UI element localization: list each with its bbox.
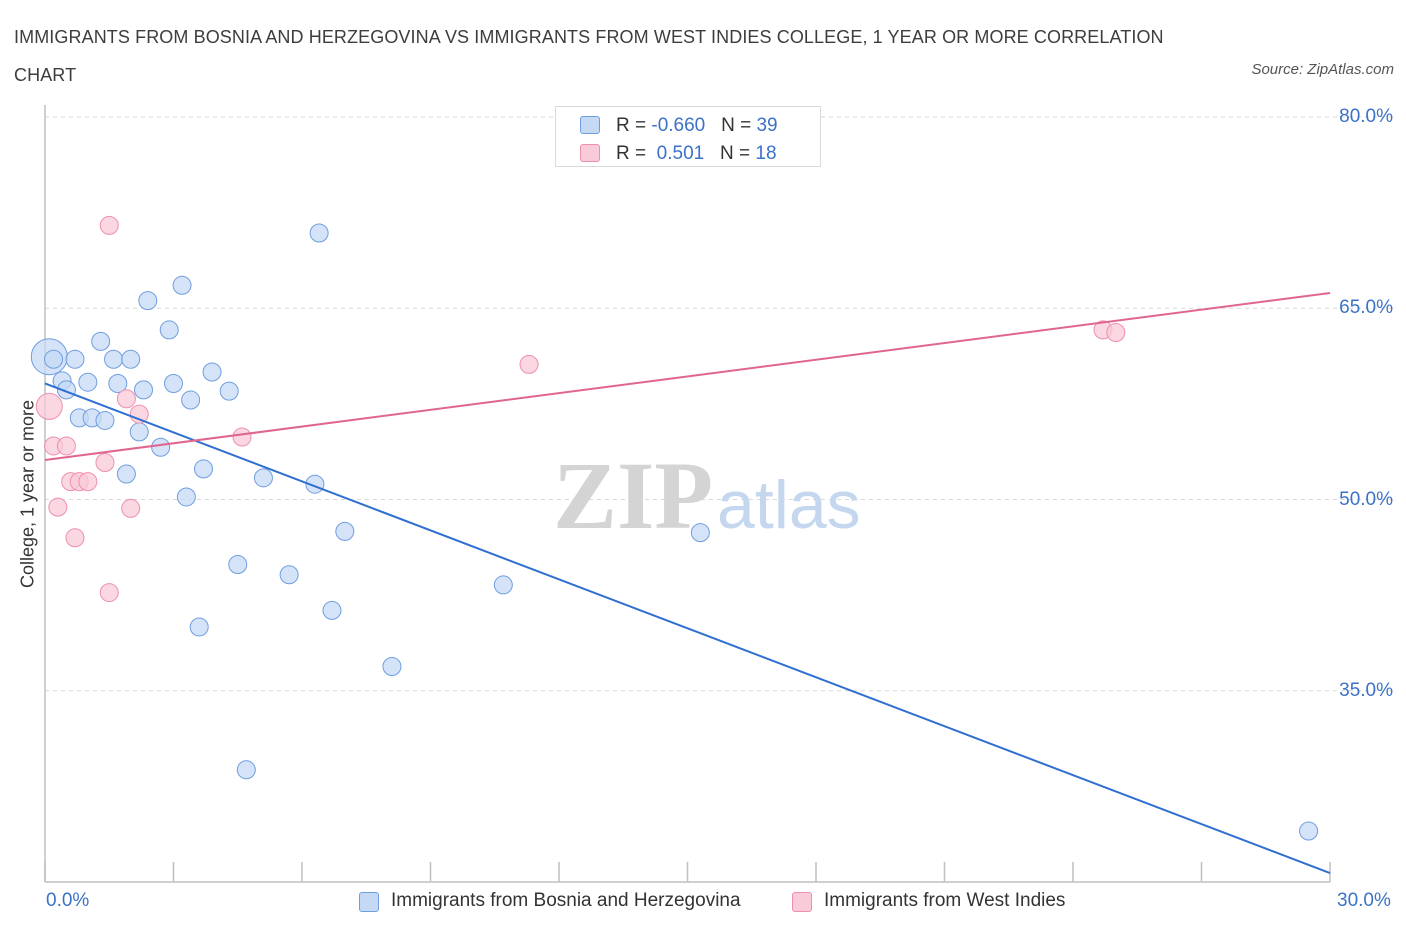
point-bosnia xyxy=(108,373,128,393)
point-bosnia xyxy=(95,410,115,430)
point-bosnia xyxy=(202,362,222,382)
point-bosnia xyxy=(129,422,149,442)
point-westindies xyxy=(519,354,539,374)
point-westindies xyxy=(65,528,85,548)
y-tick-label: 80.0% xyxy=(1339,106,1393,127)
x-tick-label-min: 0.0% xyxy=(46,890,90,911)
y-tick-label: 65.0% xyxy=(1339,297,1393,319)
point-bosnia xyxy=(335,521,355,541)
point-bosnia xyxy=(228,555,248,575)
point-bosnia xyxy=(134,380,154,400)
point-bosnia xyxy=(181,390,201,410)
point-bosnia xyxy=(121,349,141,369)
point-bosnia xyxy=(493,575,513,595)
n-label: N = xyxy=(721,115,757,136)
r-value-bosnia: -0.660 xyxy=(651,115,706,136)
x-tick-label-max: 30.0% xyxy=(1337,890,1391,911)
y-axis-label: College, 1 year or more xyxy=(17,399,38,589)
point-bosnia xyxy=(219,381,239,401)
gridlines xyxy=(45,116,1395,692)
point-bosnia xyxy=(44,349,64,369)
y-tick-label: 35.0% xyxy=(1339,679,1393,701)
point-bosnia xyxy=(253,468,273,488)
point-bosnia xyxy=(279,565,299,585)
point-bosnia xyxy=(78,372,98,392)
trend-line-bosnia xyxy=(44,382,1331,875)
axes xyxy=(44,105,1331,883)
trend-lines xyxy=(44,291,1331,875)
point-westindies xyxy=(116,389,136,409)
westindies-swatch xyxy=(580,144,600,162)
point-bosnia xyxy=(309,223,329,243)
point-bosnia xyxy=(176,487,196,507)
watermark-atlas: atlas xyxy=(717,467,861,543)
r-label: R = xyxy=(616,115,652,136)
legend-label-westindies: Immigrants from West Indies xyxy=(824,890,1066,911)
stats-legend: R = -0.660 N = 39 R = 0.501 N = 18 xyxy=(555,106,821,167)
trend-line-westindies xyxy=(44,291,1331,461)
point-bosnia xyxy=(382,657,402,677)
point-bosnia xyxy=(151,437,171,457)
point-bosnia xyxy=(104,349,124,369)
point-bosnia xyxy=(690,523,710,543)
point-bosnia xyxy=(116,464,136,484)
point-bosnia xyxy=(164,373,183,393)
legend-swatch-westindies xyxy=(792,892,812,912)
n-value-bosnia: 39 xyxy=(756,115,778,136)
point-westindies xyxy=(56,436,76,456)
point-bosnia xyxy=(193,459,213,479)
point-westindies xyxy=(95,453,115,473)
point-westindies xyxy=(99,215,119,235)
n-value-westindies: 18 xyxy=(755,143,777,164)
point-bosnia xyxy=(65,349,85,369)
legend-swatch-bosnia xyxy=(359,892,379,912)
point-westindies xyxy=(232,427,252,447)
r-label: R = xyxy=(616,143,652,164)
point-westindies xyxy=(35,392,63,420)
point-bosnia xyxy=(189,617,209,637)
point-westindies xyxy=(78,472,98,492)
bosnia-swatch xyxy=(580,116,600,134)
point-westindies xyxy=(99,583,119,603)
legend-label-bosnia: Immigrants from Bosnia and Herzegovina xyxy=(391,890,741,911)
watermark: ZIP atlas xyxy=(553,442,861,549)
point-bosnia xyxy=(236,760,256,780)
r-value-westindies: 0.501 xyxy=(651,143,705,164)
point-bosnia xyxy=(138,291,158,311)
point-westindies xyxy=(1106,322,1126,342)
source-label: Source: ZipAtlas.com xyxy=(1251,61,1394,78)
n-label: N = xyxy=(720,143,756,164)
point-bosnia xyxy=(91,331,111,351)
y-tick-label: 50.0% xyxy=(1339,488,1393,510)
point-westindies xyxy=(121,498,141,518)
chart-title: IMMIGRANTS FROM BOSNIA AND HERZEGOVINA V… xyxy=(14,27,1164,85)
point-bosnia xyxy=(159,320,179,340)
point-westindies xyxy=(48,497,68,517)
point-bosnia xyxy=(322,600,342,620)
point-bosnia xyxy=(1299,821,1319,841)
watermark-zip: ZIP xyxy=(553,442,713,549)
point-bosnia xyxy=(172,275,192,295)
